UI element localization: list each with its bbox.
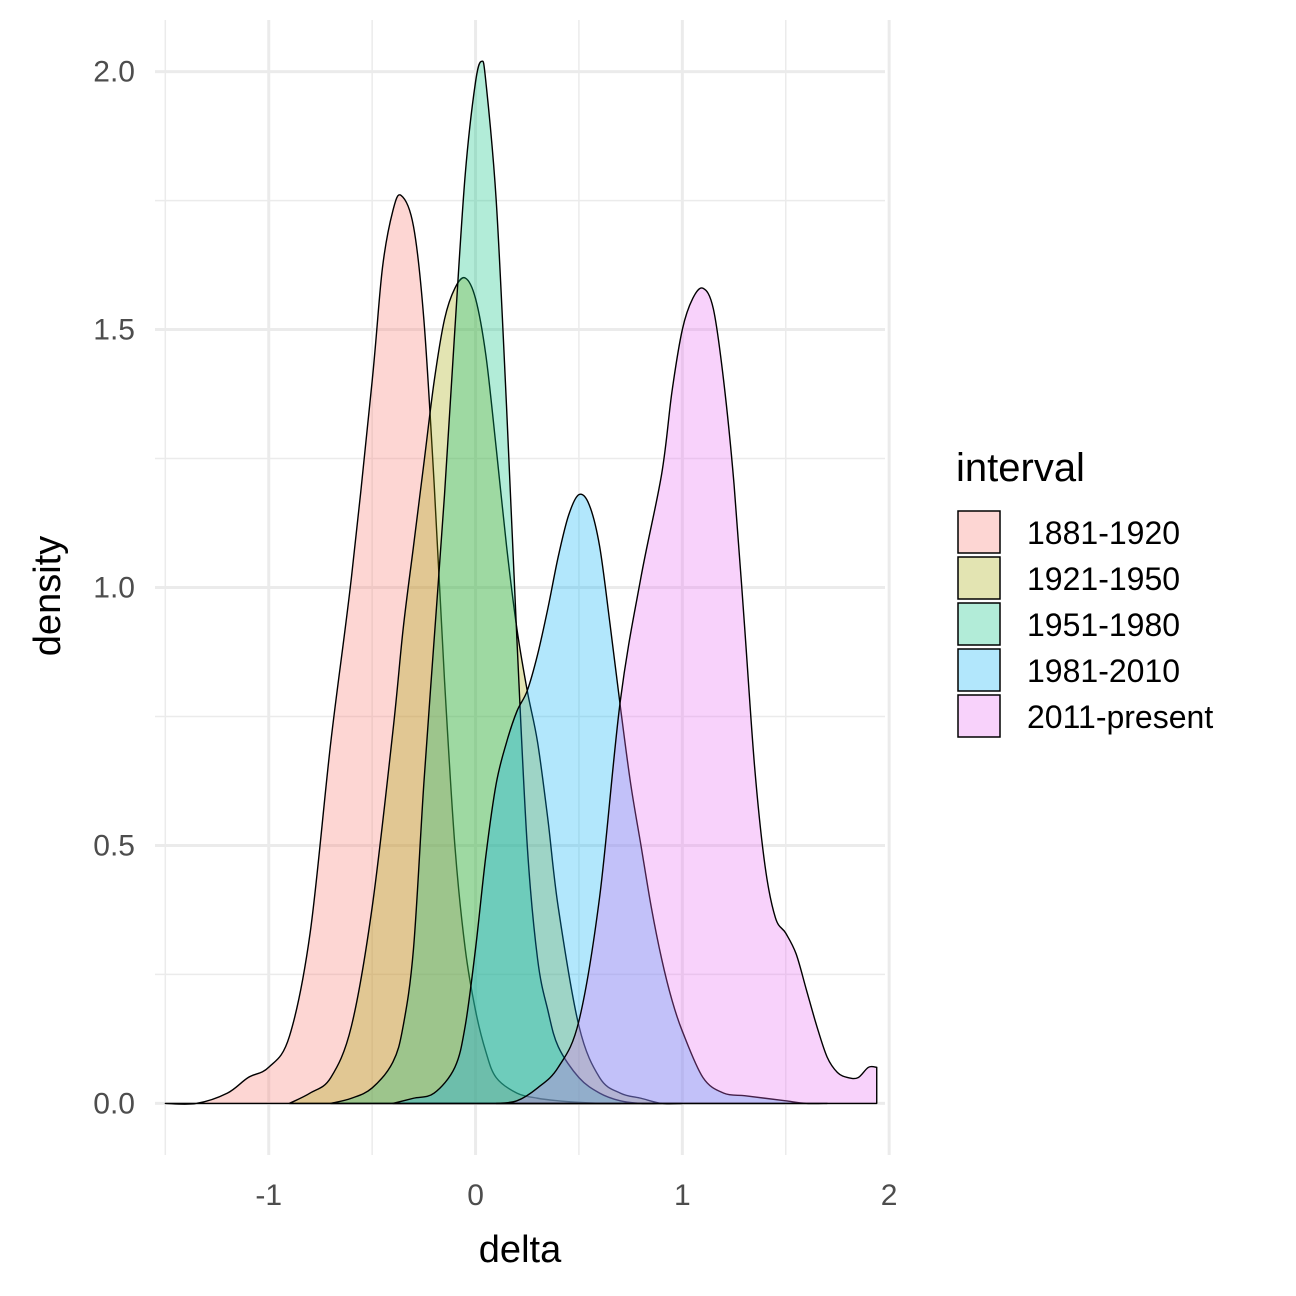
legend-swatch [957,510,1001,554]
x-tick-label: 2 [881,1179,898,1212]
x-tick-label: -1 [255,1179,282,1212]
density-area-1921-1950 [288,276,684,1105]
x-tick-label: 1 [674,1179,691,1212]
legend-label: 1951-1980 [1027,607,1180,643]
legend-item: 1881-1920 [957,510,1180,554]
density-area-2011-present [495,287,878,1105]
y-tick-label: 1.0 [93,572,135,605]
y-tick-label: 1.5 [93,314,135,347]
x-axis-title: delta [479,1229,562,1271]
y-tick-label: 2.0 [93,56,135,89]
y-tick-label: 0.0 [93,1087,135,1120]
legend-item: 1951-1980 [957,602,1180,646]
legend-swatch [957,602,1001,646]
y-tick-label: 0.5 [93,829,135,862]
density-areas [164,60,878,1105]
legend-swatch [957,694,1001,738]
legend-item: 1921-1950 [957,556,1180,600]
legend-items: 1881-1920 1921-1950 1951-1980 1981-2010 2011… [957,510,1213,738]
density-area-1881-1920 [164,194,621,1105]
density-area-1951-1980 [330,60,663,1105]
x-tick-label: 0 [467,1179,484,1212]
legend-label: 1981-2010 [1027,653,1180,689]
x-axis-ticks: -1 0 1 2 [255,1179,897,1212]
legend-label: 1921-1950 [1027,561,1180,597]
legend-label: 2011-present [1027,699,1213,735]
legend-swatch [957,556,1001,600]
legend-swatch [957,648,1001,692]
legend-title: interval [956,446,1085,490]
legend-item: 1981-2010 [957,648,1180,692]
legend-item: 2011-present [957,694,1213,738]
y-axis-ticks: 0.0 0.5 1.0 1.5 2.0 [93,56,135,1121]
legend-label: 1881-1920 [1027,515,1180,551]
y-axis-title: density [27,536,69,656]
legend: interval 1881-1920 1921-1950 1951-1980 1981… [956,446,1213,738]
